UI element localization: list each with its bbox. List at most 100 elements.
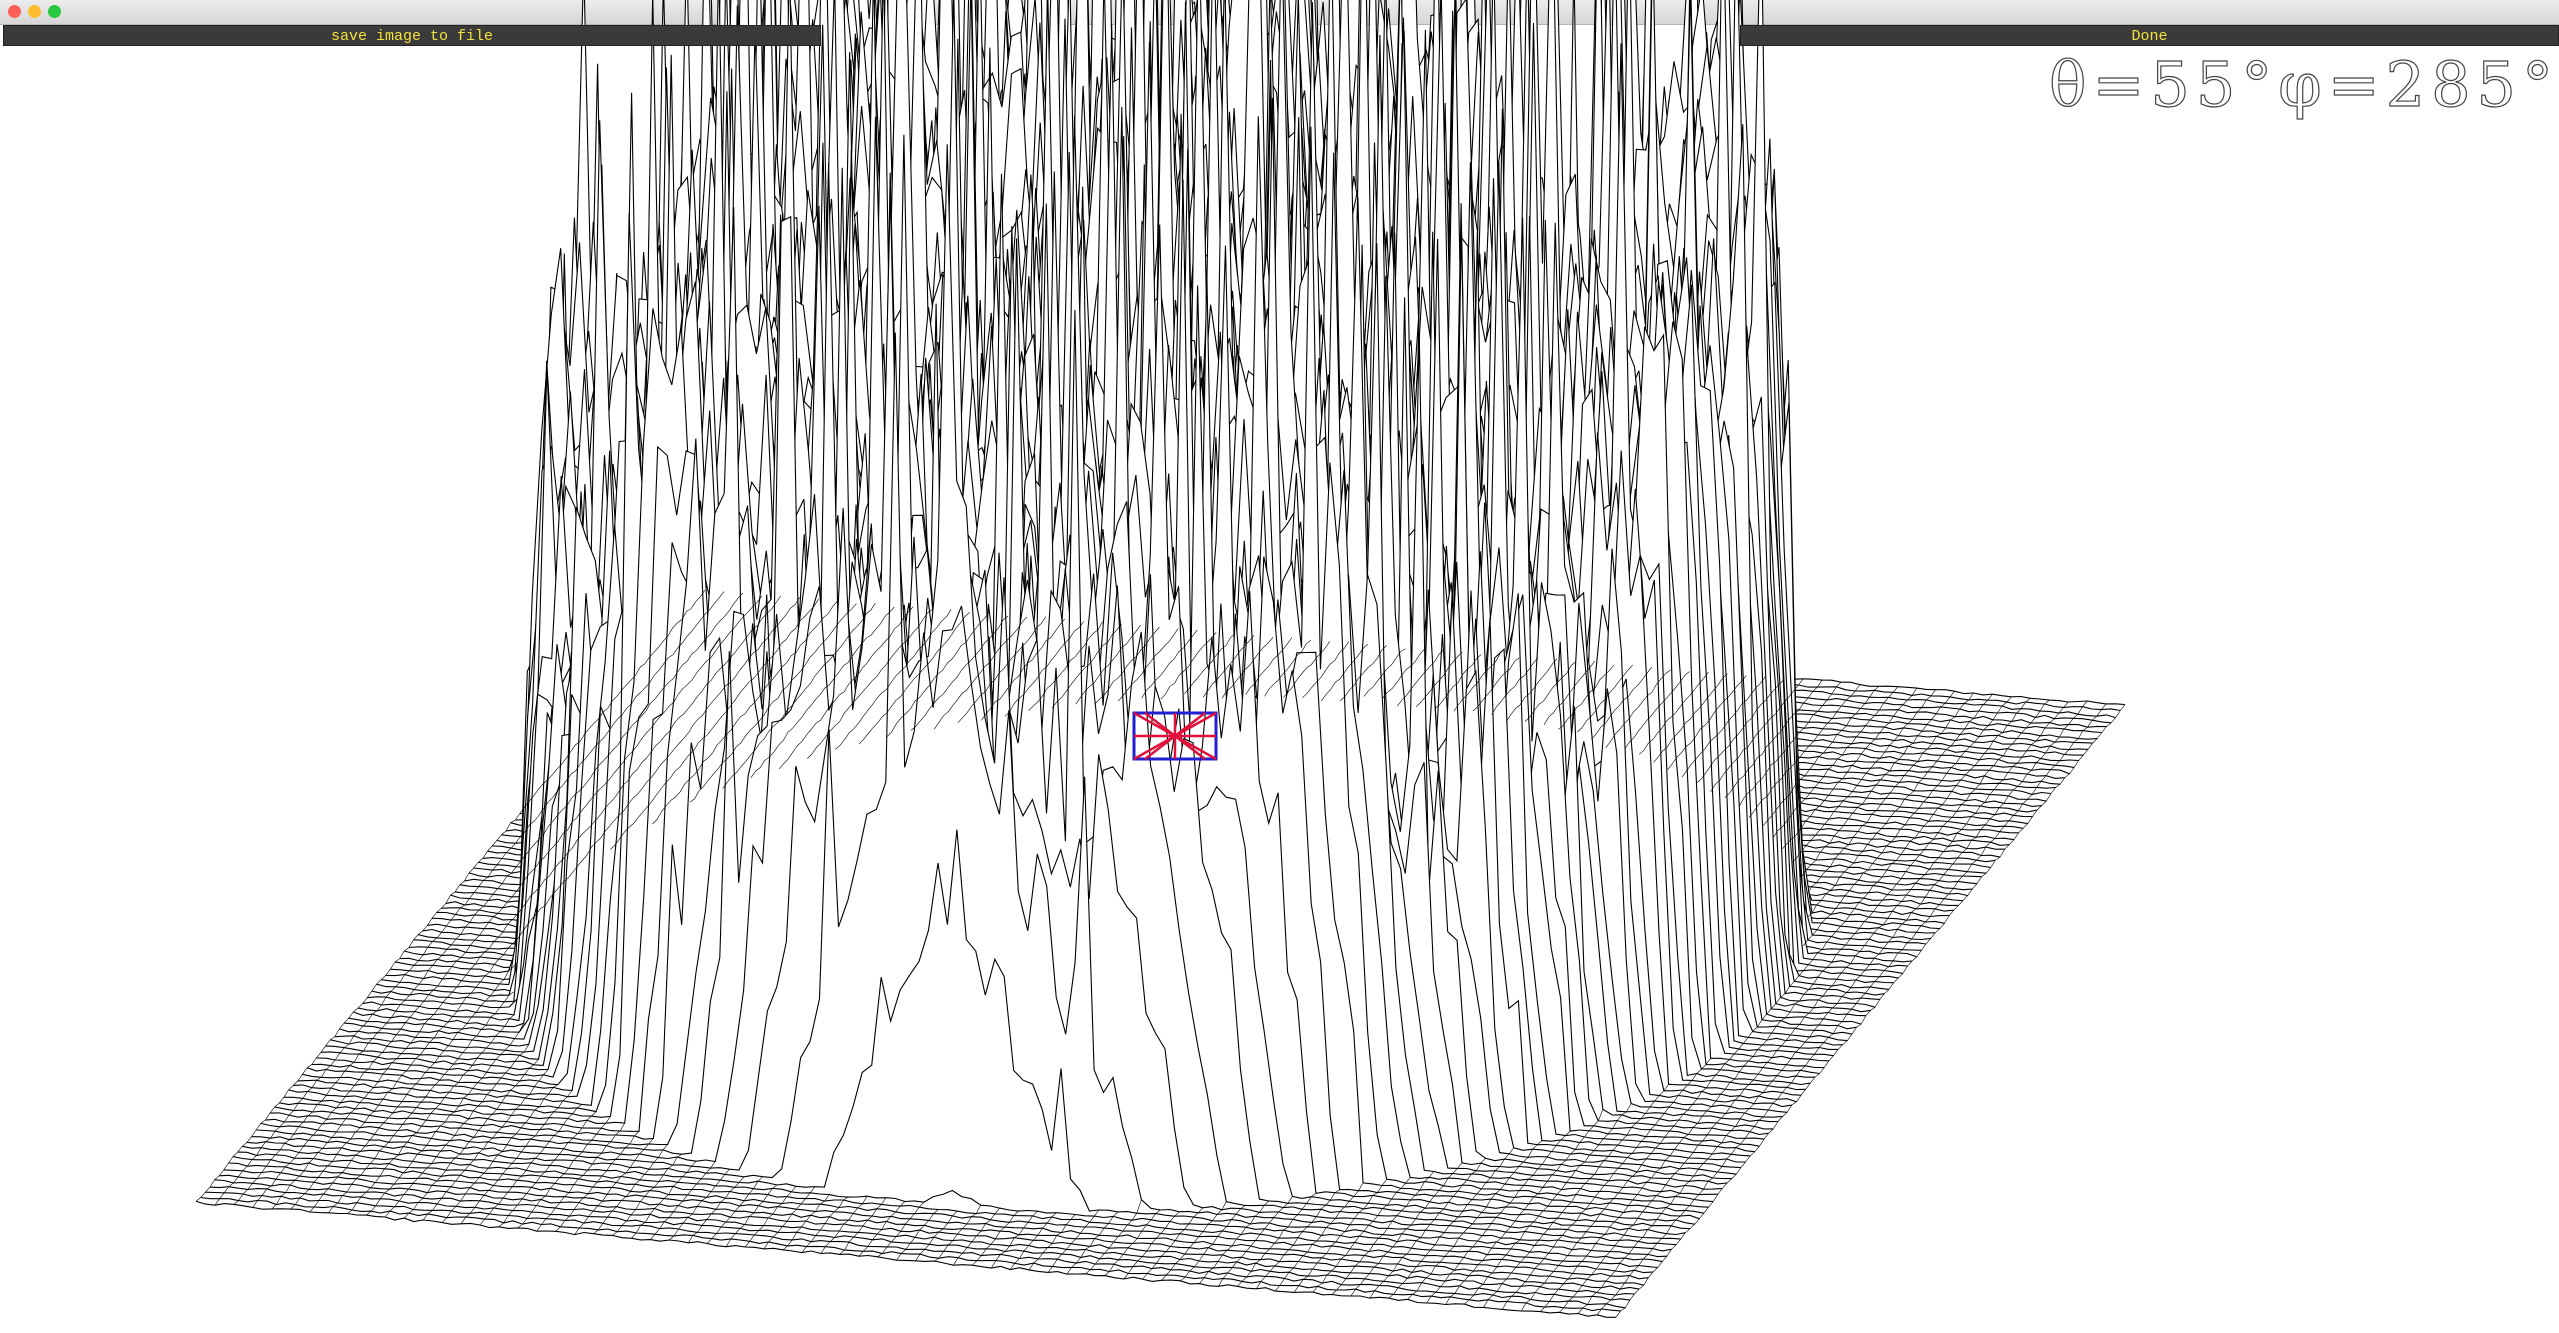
mesh-cross-line [1218, 1196, 1293, 1287]
mesh-cross-line [1009, 1212, 1057, 1270]
mesh-cross-line [835, 609, 952, 750]
mesh-cross-line [1221, 637, 1274, 699]
mesh-cross-line [689, 603, 857, 803]
mesh-cross-line [1028, 621, 1103, 711]
mesh-cross-line [1696, 679, 1785, 784]
crosshair-line [1144, 712, 1206, 760]
mesh-curtain [233, 1156, 1653, 1275]
mesh-cross-line [1160, 632, 1217, 700]
mesh-cross-line [957, 616, 1047, 723]
mesh-cross-line [1802, 696, 2012, 947]
mesh-cross-line [1066, 1211, 1119, 1275]
mesh-cross-line [1321, 643, 1368, 701]
zoom-button[interactable] [48, 5, 61, 18]
mesh-cross-line [981, 618, 1065, 721]
mesh-cross-line [1283, 641, 1331, 698]
mesh-cross-line [1407, 1140, 1543, 1300]
mesh-cross-line [290, 597, 800, 1210]
mesh-line [246, 829, 1667, 1258]
mesh-cross-line [782, 1194, 830, 1251]
mesh-cross-line [1558, 664, 1615, 730]
mesh-curtain [209, 1186, 1630, 1303]
mesh-cross-line [1004, 621, 1084, 717]
mesh-cross-line [252, 595, 763, 1208]
mesh-cross-line [934, 1205, 981, 1262]
mesh-cross-line [1483, 1084, 1669, 1308]
mesh-cross-line [1791, 689, 1936, 863]
mesh-cross-line [1738, 681, 1842, 807]
mesh-line [228, 1162, 1649, 1280]
mesh-curtain [228, 1163, 1649, 1281]
mesh-cross-line [1762, 686, 1880, 826]
mesh-cross-line [1472, 657, 1520, 712]
mesh-cross-line [1256, 1189, 1340, 1289]
mesh-cross-line [1591, 666, 1652, 740]
mesh-cross-line [1396, 649, 1444, 707]
mesh-cross-line [1638, 671, 1709, 755]
mesh-cross-line [1350, 1162, 1463, 1297]
mesh-cross-line [498, 1111, 597, 1228]
mesh-cross-line [610, 598, 819, 850]
mesh-cross-line [652, 600, 838, 825]
mesh-cross-line [1615, 704, 2126, 1318]
mesh-cross-line [441, 1084, 558, 1223]
mesh-cross-line [233, 592, 744, 1205]
mesh-cross-line [517, 1116, 611, 1229]
mesh-cross-line [1312, 1177, 1411, 1293]
mesh-curtain [200, 1197, 1621, 1314]
mesh-cross-line [1245, 637, 1293, 695]
mesh-cross-line [1772, 686, 1899, 839]
mesh-cross-line [910, 615, 1009, 731]
mesh-cross-line [214, 591, 725, 1206]
mesh-cross-line [934, 616, 1028, 730]
mesh-cross-line [1724, 679, 1823, 798]
mesh [195, 0, 2126, 1319]
mesh-cross-line [1199, 1200, 1270, 1284]
mesh-cross-line [1104, 1209, 1161, 1276]
mesh-cross-line [347, 1014, 515, 1214]
mesh-line [209, 1186, 1630, 1301]
mesh-cross-line [990, 1210, 1038, 1269]
mesh-cross-line [1142, 1207, 1204, 1280]
mesh-cross-line [1051, 623, 1122, 709]
mesh-cross-line [1415, 651, 1463, 708]
mesh-cross-line [1801, 691, 1955, 877]
mesh-cross-line [650, 1161, 716, 1240]
mesh-cross-line [1807, 694, 1993, 918]
save-button[interactable]: save image to file [3, 25, 821, 46]
mesh-cross-line [839, 1197, 887, 1255]
mesh-cross-line [1453, 653, 1501, 712]
mesh-cross-line [858, 611, 971, 745]
mesh-cross-line [915, 1210, 958, 1261]
mesh-cross-line [1524, 661, 1577, 722]
mesh-line [251, 332, 1672, 1252]
mesh-cross-line [1340, 645, 1387, 702]
mesh-cross-line [1388, 1147, 1514, 1299]
done-button[interactable]: Done [1740, 25, 2559, 46]
mesh-cross-line [612, 1153, 683, 1236]
mesh-cross-line [631, 1160, 697, 1239]
mesh-cross-line [1028, 1214, 1076, 1271]
mesh-cross-line [1293, 1179, 1387, 1293]
mesh-cross-line [1123, 1211, 1180, 1280]
mesh-cross-line [1624, 671, 1690, 750]
mesh-cross-line [1274, 1182, 1364, 1292]
mesh-cross-line [750, 606, 895, 778]
close-button[interactable] [8, 5, 21, 18]
mesh-cross-line [1577, 700, 2088, 1314]
angle-label: θ=55°φ=285° [2049, 47, 2559, 121]
mesh-cross-line [1710, 678, 1804, 792]
mesh-cross-line [309, 961, 519, 1213]
mesh-cross-line [460, 1090, 573, 1224]
mesh-cross-line [1302, 641, 1349, 698]
mesh-cross-line [385, 1044, 530, 1218]
mesh-cross-line [801, 1196, 849, 1253]
mesh-line [223, 1169, 1644, 1286]
crosshair [1132, 711, 1218, 761]
mesh-cross-line [1085, 1199, 1142, 1275]
minimize-button[interactable] [28, 5, 41, 18]
mesh-curtain [246, 829, 1667, 1258]
mesh-cross-line [1094, 626, 1160, 705]
